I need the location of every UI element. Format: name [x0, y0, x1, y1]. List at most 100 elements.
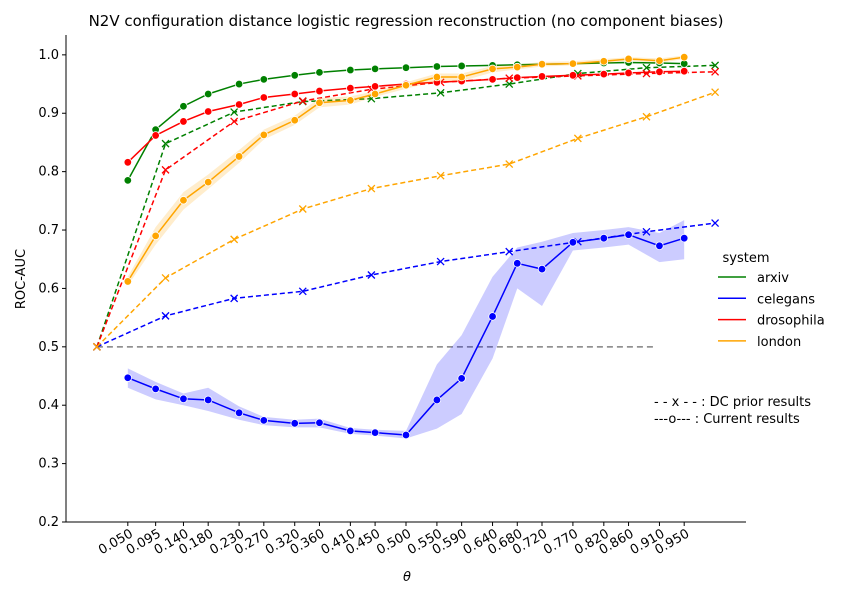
current-marker [370, 64, 380, 74]
prior-marker [436, 171, 445, 180]
legend-label: arxiv [757, 271, 789, 286]
current-marker [488, 75, 497, 84]
prior-line [96, 64, 716, 348]
current-marker [290, 116, 299, 125]
prior-line [96, 71, 716, 348]
prior-marker [230, 108, 239, 117]
prior-marker [711, 219, 720, 227]
prior-line [96, 91, 716, 348]
current-marker [568, 238, 578, 247]
current-marker [290, 71, 299, 80]
current-marker [315, 86, 324, 96]
current-marker [624, 230, 633, 239]
current-marker [513, 73, 522, 82]
legend-label: celegans [757, 292, 815, 307]
current-marker [315, 98, 324, 107]
current-marker [259, 130, 269, 140]
current-marker [655, 56, 664, 65]
current-marker [401, 63, 411, 72]
y-tick-label: 0.5 [38, 340, 59, 355]
prior-marker [298, 97, 307, 105]
current-marker [568, 59, 578, 68]
current-marker [315, 418, 324, 427]
confidence-band [127, 55, 685, 286]
chart-title: N2V configuration distance logistic regr… [89, 12, 724, 30]
prior-marker [367, 271, 376, 279]
y-tick-label: 0.3 [38, 457, 59, 472]
legend-label: london [757, 335, 801, 350]
prior-marker [298, 205, 307, 213]
current-marker [457, 374, 466, 383]
current-marker [179, 196, 188, 205]
prior-marker [161, 273, 170, 282]
prior-marker [711, 61, 720, 70]
current-marker [370, 89, 380, 99]
current-marker [203, 89, 213, 99]
prior-marker [161, 311, 170, 320]
current-marker [179, 394, 188, 403]
current-marker [259, 93, 269, 102]
current-marker [203, 107, 213, 116]
current-marker [290, 419, 299, 428]
current-marker [234, 152, 244, 161]
current-marker [599, 69, 609, 79]
legend-title: system [723, 251, 770, 266]
current-marker [679, 234, 689, 243]
prior-marker [436, 257, 445, 266]
y-tick-label: 0.2 [38, 515, 59, 530]
current-marker [432, 395, 442, 405]
annotation: - - x - - : DC prior results [654, 395, 811, 410]
current-marker [401, 81, 411, 90]
current-marker [488, 312, 497, 321]
current-marker [599, 234, 609, 243]
current-marker [203, 177, 213, 187]
prior-marker [711, 88, 720, 97]
current-marker [624, 54, 633, 64]
current-marker [457, 72, 466, 82]
prior-marker [642, 112, 651, 121]
prior-marker [298, 287, 307, 296]
x-axis-label: θ [403, 570, 411, 585]
current-marker [624, 68, 633, 78]
prior-marker [642, 227, 651, 236]
current-marker [537, 59, 547, 69]
current-marker [234, 100, 244, 109]
current-marker [537, 264, 547, 274]
current-marker [432, 62, 442, 71]
current-marker [513, 62, 522, 72]
prior-marker [161, 139, 170, 148]
y-tick-label: 0.4 [38, 398, 59, 413]
current-marker [123, 176, 133, 185]
current-marker [346, 83, 355, 93]
current-marker [346, 96, 355, 105]
prior-marker [573, 134, 582, 143]
current-marker [123, 373, 133, 382]
current-marker [370, 428, 380, 437]
current-marker [259, 416, 269, 425]
current-marker [537, 72, 547, 81]
prior-marker [230, 235, 239, 244]
prior-marker [642, 69, 651, 78]
current-marker [315, 68, 324, 77]
y-tick-label: 1.0 [38, 48, 59, 63]
current-marker [513, 259, 522, 268]
prior-marker [505, 247, 514, 256]
current-marker [151, 231, 160, 241]
y-tick-label: 0.8 [38, 165, 59, 180]
prior-marker [92, 342, 101, 351]
current-marker [346, 426, 355, 436]
prior-marker [505, 160, 514, 169]
current-marker [655, 241, 664, 250]
y-axis-label: ROC-AUC [14, 249, 29, 309]
current-marker [370, 82, 380, 91]
current-marker [679, 67, 689, 76]
current-marker [234, 79, 244, 89]
current-marker [203, 395, 213, 405]
current-marker [432, 72, 442, 82]
current-marker [179, 117, 188, 126]
annotation: ---o--- : Current results [654, 412, 800, 427]
current-marker [568, 71, 578, 80]
current-marker [259, 75, 269, 84]
prior-marker [230, 117, 239, 126]
